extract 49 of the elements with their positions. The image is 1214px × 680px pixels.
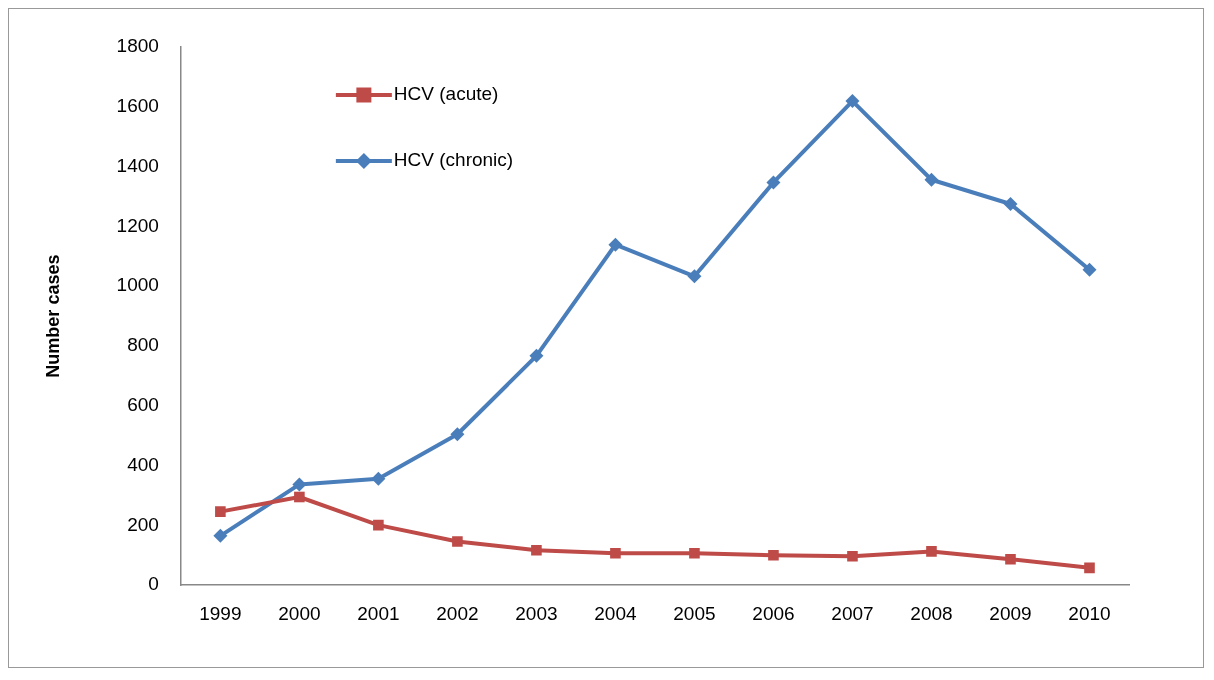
y-tick-label: 400	[127, 453, 159, 475]
point	[452, 536, 463, 547]
x-tick-label: 2001	[357, 602, 400, 624]
point	[610, 547, 621, 559]
legend-label: HCV (chronic)	[393, 149, 514, 171]
point	[847, 550, 858, 562]
y-tick-label: 1200	[116, 214, 159, 236]
y-axis-title: Number cases	[42, 254, 63, 378]
point	[768, 550, 779, 561]
point	[1003, 196, 1018, 211]
point	[215, 506, 226, 517]
x-tick-label: 2006	[752, 602, 795, 624]
legend-label: HCV (acute)	[393, 83, 499, 105]
y-tick-label: 1000	[116, 274, 159, 296]
point	[1082, 262, 1097, 277]
y-tick-label: 1800	[116, 35, 159, 57]
point	[1084, 562, 1095, 574]
y-tick-label: 600	[127, 394, 159, 416]
x-tick-label: 2009	[989, 602, 1032, 624]
point	[689, 547, 700, 559]
point	[373, 519, 384, 531]
y-tick-label: 800	[127, 334, 159, 356]
x-tick-label: 2002	[436, 602, 479, 624]
x-tick-label: 2004	[594, 602, 637, 624]
point	[371, 471, 386, 486]
point	[687, 269, 702, 284]
point	[766, 175, 781, 190]
point	[845, 94, 860, 109]
point	[213, 528, 228, 543]
point	[292, 477, 307, 492]
x-tick-label: 2007	[831, 602, 874, 624]
point	[1005, 553, 1016, 565]
point	[608, 237, 623, 252]
x-tick-label: 2003	[515, 602, 558, 624]
x-tick-label: 2000	[278, 602, 321, 624]
x-tick-label: 1999	[199, 602, 242, 624]
x-tick-label: 2010	[1068, 602, 1111, 624]
y-tick-label: 0	[148, 573, 159, 595]
point	[450, 427, 465, 442]
x-tick-label: 2005	[673, 602, 716, 624]
point	[924, 172, 939, 187]
y-tick-label: 1600	[116, 95, 159, 117]
point	[926, 546, 937, 557]
x-tick-label: 2008	[910, 602, 953, 624]
point	[529, 348, 544, 363]
point	[531, 544, 542, 556]
y-tick-label: 1400	[116, 154, 159, 176]
point	[294, 491, 305, 503]
y-tick-label: 200	[127, 513, 159, 535]
